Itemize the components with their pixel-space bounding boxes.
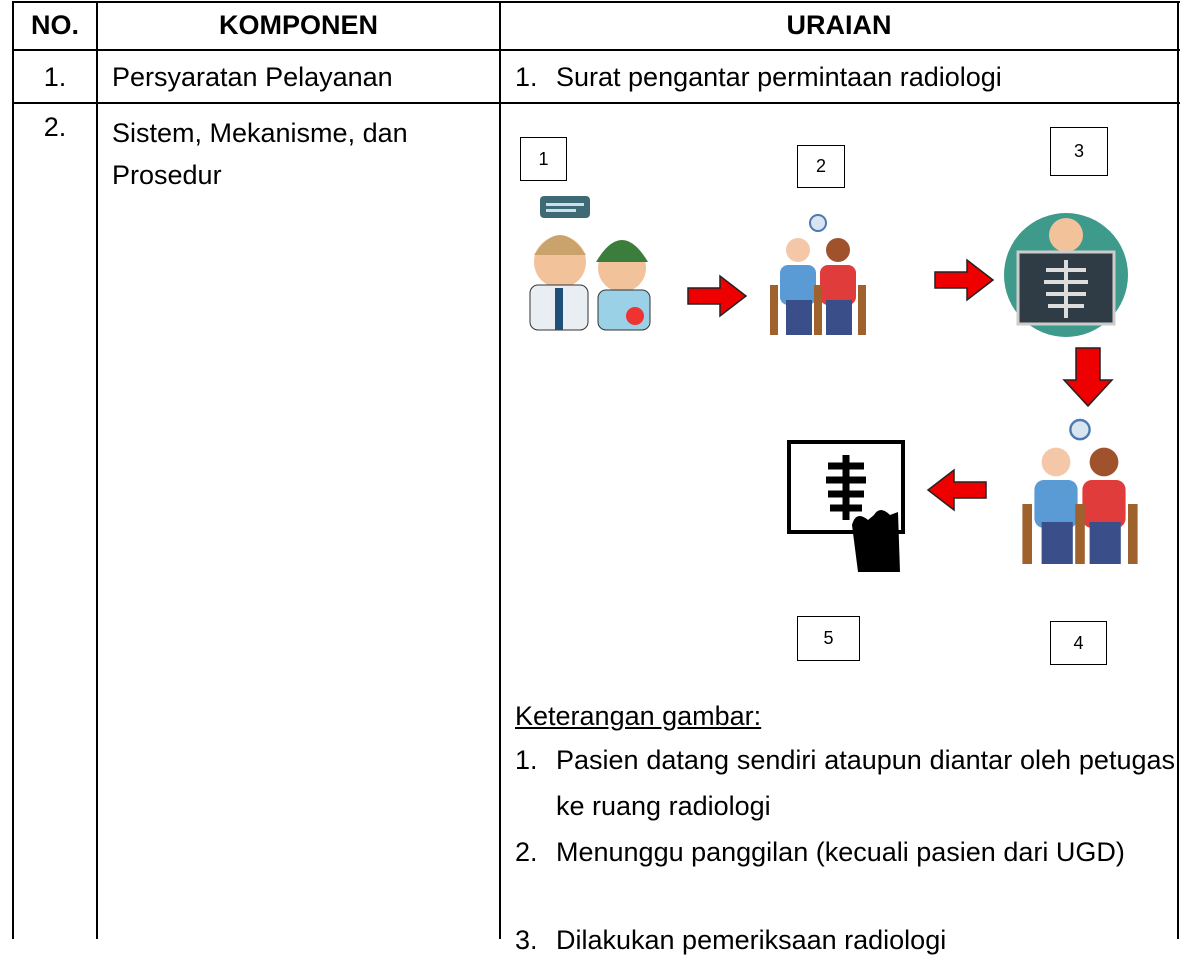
- list-text: Pasien datang sendiri ataupun diantar ol…: [556, 745, 1175, 821]
- list-marker: 1.: [515, 62, 538, 92]
- doctor-patient-icon: [529, 196, 651, 331]
- table-border: [1177, 2, 1179, 939]
- list-item: 3. Dilakukan pemeriksaan radiologi: [515, 917, 1175, 963]
- list-item: 2. Menunggu panggilan (kecuali pasien dar…: [515, 829, 1175, 875]
- header-cell: NO.: [30, 10, 79, 40]
- component: Persyaratan Pelayanan: [112, 62, 393, 92]
- table-border: [12, 102, 1180, 104]
- flow-arrow: [687, 275, 747, 317]
- step-number: 2: [797, 145, 845, 188]
- component: Sistem, Mekanisme, dan Prosedur: [112, 118, 408, 190]
- step-number: 1: [520, 137, 567, 181]
- flow-arrow: [934, 259, 994, 301]
- xray-exam-icon: [1004, 213, 1128, 337]
- list-text: Dilakukan pemeriksaan radiologi: [556, 925, 947, 955]
- table-border: [12, 49, 1180, 51]
- waiting-icon: [1021, 418, 1139, 566]
- list-marker: 3.: [515, 925, 538, 955]
- table-border: [96, 2, 98, 939]
- step-number: 4: [1050, 621, 1107, 665]
- row-number: 2.: [43, 112, 67, 142]
- step-number: 5: [797, 616, 860, 661]
- flow-arrow: [927, 469, 987, 511]
- list-text: Surat pengantar permintaan radiologi: [556, 62, 1002, 92]
- table-border: [12, 1, 1180, 3]
- caption: Keterangan gambar:: [515, 701, 762, 731]
- step-number: 3: [1050, 127, 1108, 176]
- list-marker: 1.: [515, 745, 538, 775]
- list-text: Menunggu panggilan (kecuali pasien dari …: [556, 837, 1125, 867]
- header-cell: URAIAN: [786, 10, 892, 40]
- table-border: [12, 2, 14, 939]
- waiting-icon: [769, 214, 867, 336]
- flow-arrow: [1062, 347, 1114, 408]
- page: NO. KOMPONEN URAIAN 1. Persyaratan Pelay…: [12, 1, 1180, 955]
- row-number: 1.: [43, 62, 67, 92]
- flow-diagram: [529, 196, 1139, 572]
- table-border: [499, 2, 501, 939]
- header-cell: KOMPONEN: [218, 10, 378, 40]
- xray-result-icon: [787, 440, 905, 572]
- list-item: 1. Pasien datang sendiri ataupun diantar …: [515, 737, 1175, 829]
- list-marker: 2.: [515, 837, 538, 867]
